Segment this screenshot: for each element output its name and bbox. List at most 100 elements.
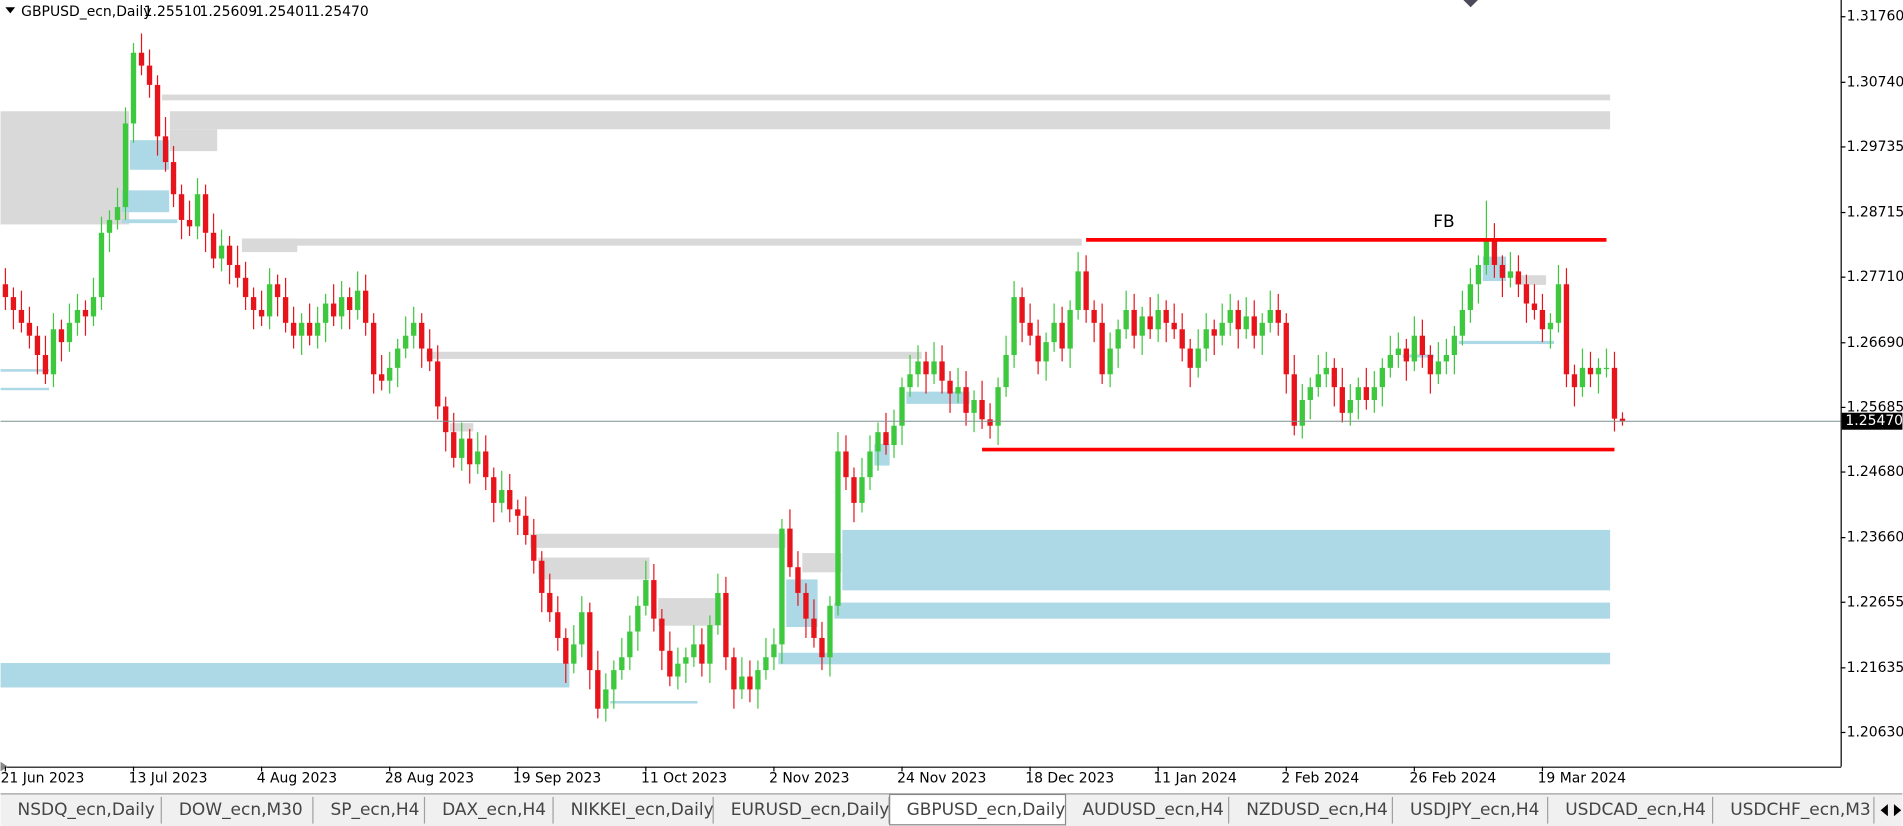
candle-body [138, 52, 145, 66]
candle-body [290, 322, 297, 336]
candle-body [1299, 400, 1305, 426]
candle-body [1419, 335, 1426, 355]
tab[interactable]: AUDUSD_ecn,H4 [1082, 796, 1230, 824]
tab[interactable]: NIKKEI_ecn,Daily [571, 796, 714, 824]
candle-body [1475, 264, 1482, 285]
candle-body [250, 297, 257, 310]
candle-body [1323, 367, 1329, 375]
candle-body [387, 367, 393, 381]
candle-body [483, 451, 489, 478]
menu-arrow[interactable] [5, 7, 16, 14]
tab-scroll-right[interactable] [1893, 804, 1902, 817]
candle-body [859, 477, 865, 503]
x-tick-label: 18 Dec 2023 [1025, 771, 1114, 787]
candle-body [90, 297, 97, 317]
candle-body [715, 592, 721, 626]
tab-label[interactable]: NSDQ_ecn,Daily [18, 800, 155, 820]
tab-label[interactable]: SP_ecn,H4 [330, 800, 419, 820]
candle-body [354, 290, 361, 310]
tab[interactable]: DAX_ecn,H4 [442, 796, 554, 824]
candle-body [178, 194, 185, 220]
current-price-box [1841, 412, 1903, 430]
candle-body [1291, 374, 1297, 426]
candle-body [1427, 354, 1434, 375]
candle-body [507, 490, 513, 510]
candle-body [346, 297, 353, 310]
tab-label[interactable]: AUDUSD_ecn,H4 [1082, 800, 1223, 820]
price-zone [906, 391, 970, 404]
y-tick-label: 1.29735 [1847, 139, 1903, 155]
tab-label[interactable]: NZDUSD_ecn,H4 [1246, 800, 1388, 820]
candle-body [1595, 367, 1602, 375]
tab[interactable]: USDCAD_ecn,H4 [1565, 796, 1714, 824]
candle-body [362, 290, 369, 323]
tab-active-bg [889, 793, 1067, 826]
candle-body [779, 528, 785, 645]
candle-body [763, 657, 769, 671]
tab[interactable]: USDCHF_ecn,M3 [1730, 796, 1875, 824]
x-tick-label: 19 Mar 2024 [1538, 771, 1626, 787]
tab-label[interactable]: DOW_ecn,M30 [179, 800, 303, 820]
tab[interactable]: NZDUSD_ecn,H4 [1246, 796, 1394, 824]
candle-body [1123, 309, 1129, 330]
candle-body [523, 515, 529, 536]
tab-label[interactable]: USDJPY_ecn,H4 [1410, 800, 1539, 820]
candle-body [226, 245, 233, 265]
candle-body [58, 329, 65, 343]
candle-body [459, 438, 465, 458]
candle-body [883, 432, 889, 446]
candle-body [539, 560, 545, 593]
tab[interactable]: GBPUSD_ecn,Daily [889, 793, 1067, 826]
tab-label[interactable]: NIKKEI_ecn,Daily [571, 800, 714, 820]
candle-body [723, 592, 729, 658]
tab-label[interactable]: DAX_ecn,H4 [442, 800, 546, 820]
candle-body [795, 567, 801, 593]
candle-body [298, 322, 305, 336]
tab-label[interactable]: EURUSD_ecn,Daily [731, 800, 890, 820]
tab[interactable]: NSDQ_ecn,Daily [18, 796, 162, 824]
candle-body [1539, 309, 1546, 330]
x-tick-label: 26 Feb 2024 [1409, 771, 1496, 787]
candle-body [162, 136, 169, 163]
tab[interactable]: DOW_ecn,M30 [179, 796, 314, 824]
tab-scroll-left[interactable] [1880, 804, 1888, 817]
candle-body [891, 425, 897, 446]
candle-body [1131, 309, 1137, 336]
price-zone [1402, 354, 1435, 358]
candle-body [1315, 374, 1321, 388]
tab-label[interactable]: GBPUSD_ecn,Daily [907, 800, 1066, 820]
candle-body [1371, 387, 1377, 401]
candle-body [875, 432, 881, 452]
candle-body [1531, 303, 1538, 310]
quote-value: 1.25609 [199, 4, 257, 20]
candle-body [1467, 284, 1474, 310]
candle-body [1155, 309, 1161, 330]
candle-body [186, 219, 193, 227]
candle-body [843, 451, 849, 478]
candle-body [130, 52, 137, 124]
candle-body [42, 354, 49, 375]
tab-label[interactable]: USDCAD_ecn,H4 [1565, 800, 1706, 820]
candle-body [755, 670, 761, 690]
candle-body [1563, 284, 1570, 375]
tab[interactable]: SP_ecn,H4 [330, 796, 426, 824]
candle-body [947, 380, 953, 394]
price-zone [530, 533, 786, 548]
candle-body [314, 322, 321, 336]
tab[interactable]: USDJPY_ecn,H4 [1410, 796, 1549, 824]
x-tick-label: 19 Sep 2023 [513, 771, 601, 787]
y-tick-label: 1.26690 [1847, 335, 1903, 351]
tab-label[interactable]: USDCHF_ecn,M3 [1730, 800, 1870, 820]
candle-body [403, 335, 409, 349]
candle-body [306, 322, 313, 336]
price-zone [0, 369, 50, 372]
candle-body [1451, 335, 1458, 355]
candle-body [194, 194, 201, 227]
y-tick-label: 1.22655 [1847, 594, 1903, 610]
candle-body [1579, 367, 1586, 388]
tab[interactable]: EURUSD_ecn,Daily [731, 796, 890, 824]
candle-body [98, 232, 105, 298]
candle-body [1171, 322, 1177, 330]
